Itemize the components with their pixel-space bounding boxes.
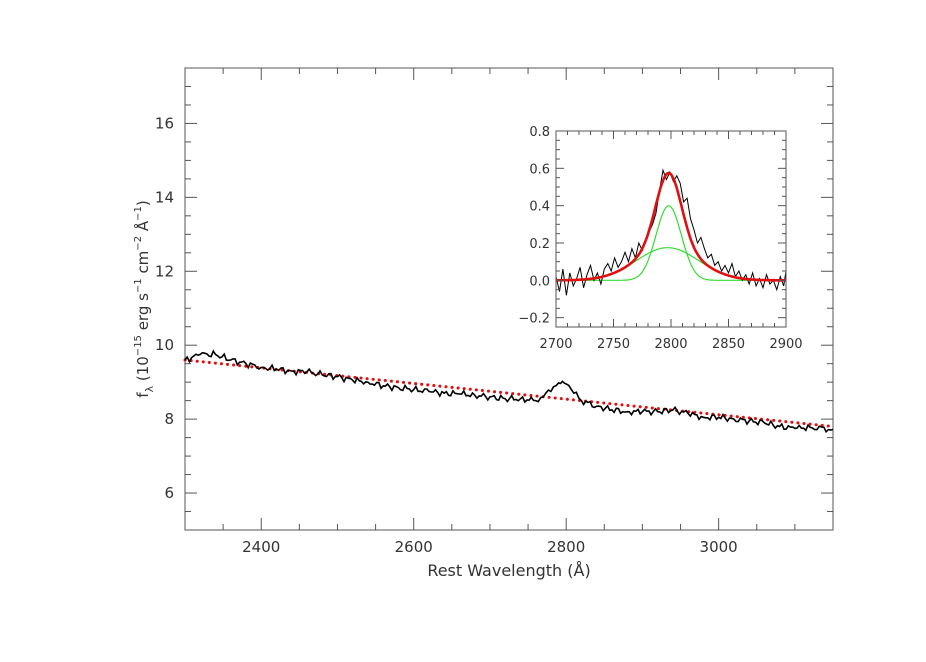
inset-background <box>556 131 786 327</box>
inset-y-tick-label: 0.6 <box>529 162 550 177</box>
inset-x-tick-label: 2850 <box>712 337 745 352</box>
main-x-tick-label: 2600 <box>395 538 433 556</box>
main-x-tick-label: 2800 <box>547 538 585 556</box>
inset-axis-ticks: 2700 2750 2800 2850 2900 −0.2 0.0 0.2 0.4 0.6 0.8 <box>518 125 802 352</box>
continuum-fit-line <box>183 358 835 429</box>
main-x-tick-label: 2400 <box>242 538 280 556</box>
inset-plot-panel: 2700 2750 2800 2850 2900 −0.2 0.0 0.2 0.4 0.6 0.8 <box>518 125 802 352</box>
inset-y-tick-label: 0.0 <box>529 274 550 289</box>
main-plot-frame <box>184 67 834 531</box>
inset-x-tick-label: 2800 <box>654 337 687 352</box>
main-plot-panel: 2400 2600 2800 3000 6 8 10 12 14 16 Rest Waveleng… <box>133 67 835 580</box>
main-axis-ticks: 2400 2600 2800 3000 6 8 10 12 14 16 <box>155 67 834 556</box>
main-series-group <box>183 349 835 434</box>
inset-series-group <box>555 168 787 296</box>
main-y-tick-label: 14 <box>155 188 174 206</box>
main-y-tick-label: 10 <box>155 336 174 354</box>
spectrum-line <box>184 349 834 434</box>
main-x-axis-label: Rest Wavelength (Å) <box>427 561 590 580</box>
main-y-tick-label: 16 <box>155 114 174 132</box>
main-x-tick-label: 3000 <box>700 538 738 556</box>
inset-y-tick-label: 0.2 <box>529 237 550 252</box>
inset-x-tick-label: 2700 <box>539 337 572 352</box>
inset-y-tick-label: −0.2 <box>518 312 550 327</box>
main-y-tick-label: 6 <box>164 484 174 502</box>
inset-y-tick-label: 0.8 <box>529 125 550 140</box>
main-y-tick-label: 12 <box>155 262 174 280</box>
main-y-axis-label: fλ (10−15 erg s−1 cm−2 Å−1) <box>133 200 156 397</box>
total-fit-curve <box>556 171 786 282</box>
inset-y-tick-label: 0.4 <box>529 200 550 215</box>
main-y-tick-label: 8 <box>164 410 174 428</box>
inset-x-tick-label: 2750 <box>597 337 630 352</box>
inset-x-tick-label: 2900 <box>769 337 802 352</box>
